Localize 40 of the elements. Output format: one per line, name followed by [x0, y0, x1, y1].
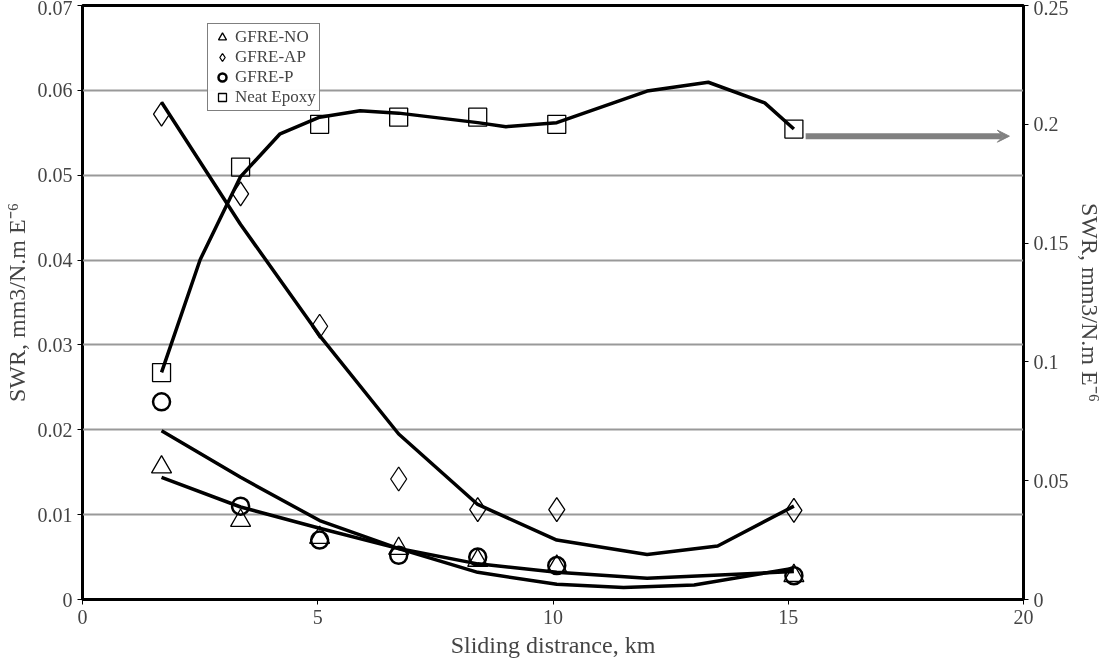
y-tick-label: 0.04 [37, 249, 73, 272]
y-tick-label: 0.03 [37, 333, 73, 356]
y-tick-label: 0.02 [37, 418, 73, 441]
y2-tick-label: 0.15 [1033, 232, 1069, 255]
x-tick-label: 20 [1013, 605, 1034, 628]
point [230, 496, 251, 516]
x-axis-title: Sliding distrance, km [450, 631, 656, 658]
point [310, 313, 329, 339]
x-tick-label: 5 [312, 605, 323, 628]
point [231, 181, 250, 207]
point [230, 157, 251, 177]
point [388, 545, 409, 566]
point [547, 114, 567, 134]
y2-tick-label: 0 [1033, 588, 1044, 611]
legend-label: GFRE-NO [235, 27, 309, 47]
x-tick-label: 0 [77, 605, 88, 628]
y2-axis-title: SWR, mm3/N.m E⁻⁶ [1076, 202, 1103, 403]
point [389, 107, 409, 127]
y2-tick-label: 0.05 [1033, 469, 1069, 492]
legend-label: GFRE-P [235, 67, 294, 87]
y-axis-title: SWR, mm3/N.m E⁻⁶ [3, 202, 30, 403]
point [151, 392, 172, 412]
y2-tick-label: 0.2 [1033, 113, 1059, 136]
y-tick-label: 0.05 [37, 164, 73, 187]
point [309, 530, 330, 550]
y-tick-label: 0.06 [37, 79, 73, 102]
y-tick-label: 0 [62, 588, 73, 611]
y2-tick-label: 0.25 [1033, 0, 1069, 19]
point [309, 114, 330, 134]
point [151, 362, 172, 383]
point [468, 107, 488, 127]
y2-tick-label: 0.1 [1033, 350, 1059, 373]
y-tick-label: 0.07 [37, 0, 73, 19]
x-tick-label: 10 [543, 605, 563, 628]
y-tick-label: 0.01 [37, 503, 73, 526]
point [152, 101, 171, 127]
legend-label: GFRE-AP [235, 47, 306, 67]
x-tick-label: 15 [778, 605, 799, 628]
point [784, 119, 804, 139]
legend-label: Neat Epoxy [235, 87, 316, 107]
